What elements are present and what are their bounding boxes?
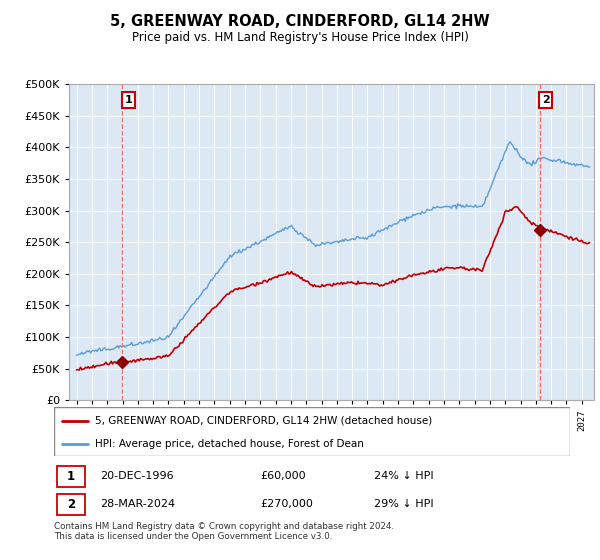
Text: 20-DEC-1996: 20-DEC-1996 — [100, 472, 174, 481]
Text: Price paid vs. HM Land Registry's House Price Index (HPI): Price paid vs. HM Land Registry's House … — [131, 31, 469, 44]
Text: 24% ↓ HPI: 24% ↓ HPI — [374, 472, 434, 481]
Text: 1: 1 — [124, 95, 132, 105]
FancyBboxPatch shape — [54, 407, 570, 456]
FancyBboxPatch shape — [56, 494, 85, 515]
Text: 5, GREENWAY ROAD, CINDERFORD, GL14 2HW: 5, GREENWAY ROAD, CINDERFORD, GL14 2HW — [110, 14, 490, 29]
Text: 29% ↓ HPI: 29% ↓ HPI — [374, 500, 434, 509]
Text: 1: 1 — [67, 470, 75, 483]
Text: HPI: Average price, detached house, Forest of Dean: HPI: Average price, detached house, Fore… — [95, 439, 364, 449]
Text: 2: 2 — [67, 498, 75, 511]
Text: 5, GREENWAY ROAD, CINDERFORD, GL14 2HW (detached house): 5, GREENWAY ROAD, CINDERFORD, GL14 2HW (… — [95, 416, 433, 426]
Text: £270,000: £270,000 — [260, 500, 313, 509]
Text: 2: 2 — [542, 95, 550, 105]
Text: 28-MAR-2024: 28-MAR-2024 — [100, 500, 176, 509]
Text: Contains HM Land Registry data © Crown copyright and database right 2024.
This d: Contains HM Land Registry data © Crown c… — [54, 522, 394, 542]
FancyBboxPatch shape — [56, 466, 85, 487]
Text: £60,000: £60,000 — [260, 472, 306, 481]
